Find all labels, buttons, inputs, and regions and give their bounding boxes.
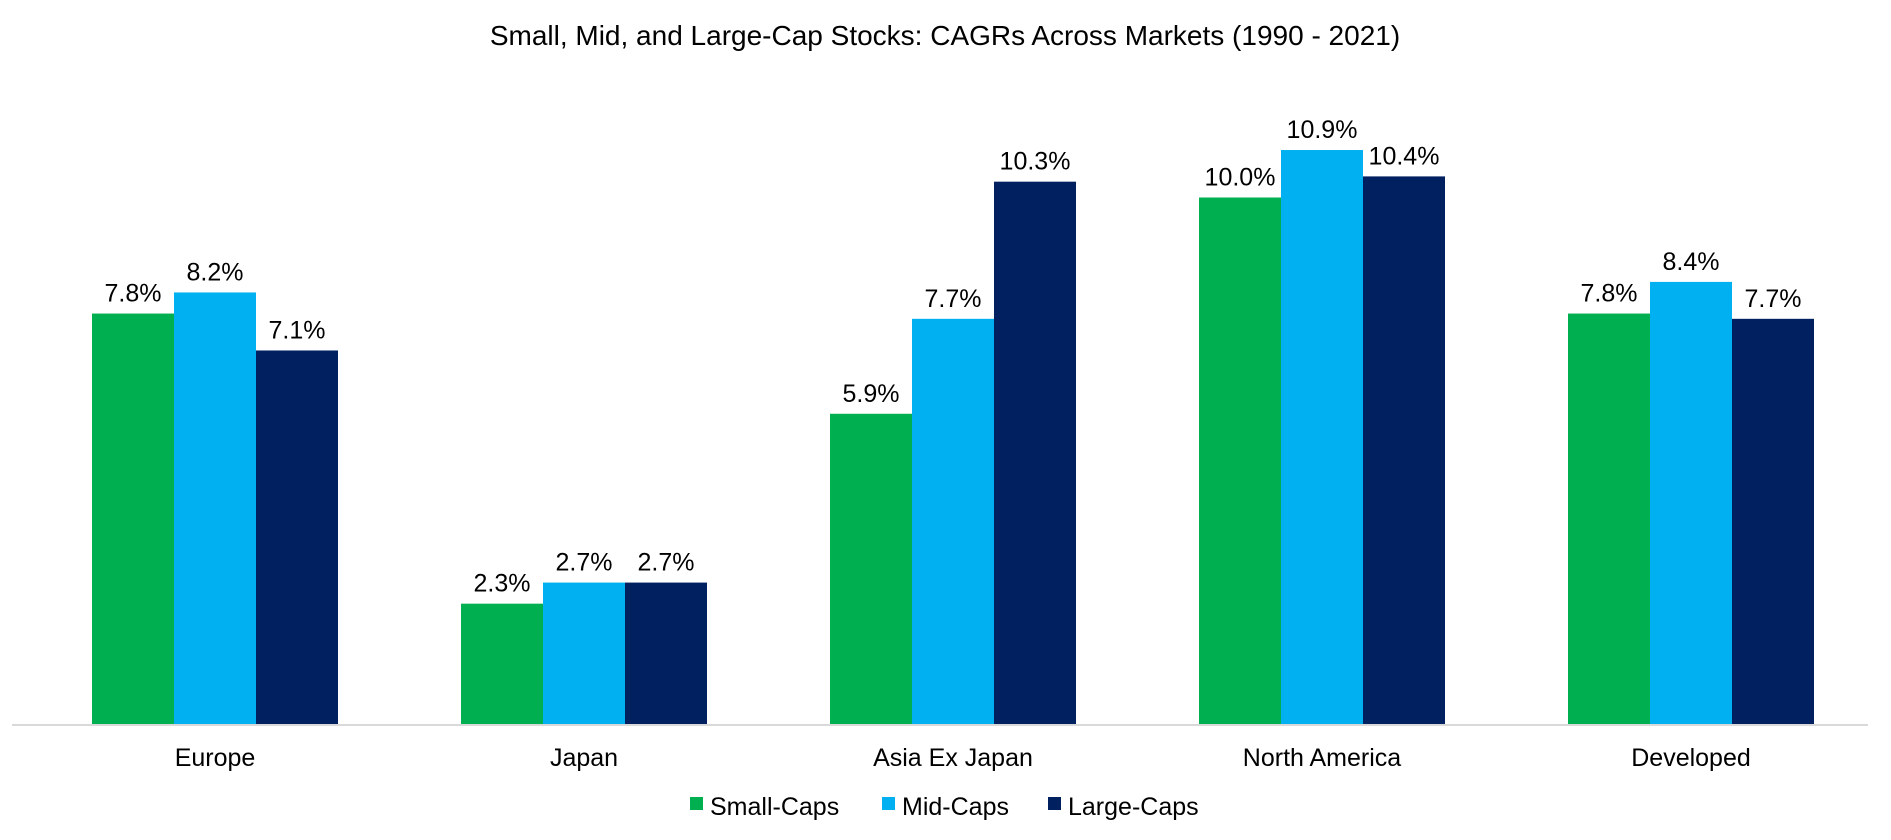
bar-north-america-small-caps [1199,197,1281,725]
bar-japan-mid-caps [543,582,625,725]
data-label-europe-small-caps: 7.8% [105,280,162,308]
data-label-developed-mid-caps: 8.4% [1663,248,1720,276]
bar-asia-ex-japan-mid-caps [912,318,994,725]
legend-label-small-caps: Small-Caps [710,793,839,821]
data-label-asia-ex-japan-mid-caps: 7.7% [925,285,982,313]
bar-europe-mid-caps [174,292,256,725]
legend: Small-Caps Mid-Caps Large-Caps [690,793,1199,821]
data-label-japan-mid-caps: 2.7% [556,549,613,577]
data-label-japan-small-caps: 2.3% [474,570,531,598]
data-label-north-america-large-caps: 10.4% [1369,142,1440,170]
bar-europe-small-caps [92,313,174,725]
data-label-europe-mid-caps: 8.2% [187,258,244,286]
data-labels-group: 7.8% 8.2% 7.1% 2.3% 2.7% 2.7% 5.9% 7.7% 10.3% 10.… [105,116,1802,598]
x-tick-label-asia-ex-japan: Asia Ex Japan [873,744,1033,772]
bar-japan-small-caps [461,603,543,725]
data-label-developed-small-caps: 7.8% [1581,280,1638,308]
x-tick-label-japan: Japan [550,744,618,772]
data-label-north-america-small-caps: 10.0% [1205,164,1276,192]
data-label-asia-ex-japan-large-caps: 10.3% [1000,148,1071,176]
bars-group [92,150,1814,726]
bar-developed-mid-caps [1650,281,1732,725]
legend-swatch-small-caps [690,797,703,810]
bar-developed-small-caps [1568,313,1650,725]
x-tick-label-developed: Developed [1631,744,1751,772]
legend-label-large-caps: Large-Caps [1068,793,1199,821]
bar-europe-large-caps [256,350,338,725]
bar-asia-ex-japan-large-caps [994,181,1076,726]
legend-swatch-mid-caps [882,797,895,810]
data-label-asia-ex-japan-small-caps: 5.9% [843,380,900,408]
x-tick-labels-group: Europe Japan Asia Ex Japan North America Dev… [175,744,1751,772]
data-label-developed-large-caps: 7.7% [1745,285,1802,313]
chart-title: Small, Mid, and Large-Cap Stocks: CAGRs … [490,20,1400,51]
bar-japan-large-caps [625,582,707,725]
bar-north-america-large-caps [1363,176,1445,725]
data-label-north-america-mid-caps: 10.9% [1287,116,1358,144]
bar-asia-ex-japan-small-caps [830,413,912,725]
data-label-japan-large-caps: 2.7% [638,549,695,577]
bar-developed-large-caps [1732,318,1814,725]
x-tick-label-north-america: North America [1243,744,1401,772]
bar-north-america-mid-caps [1281,150,1363,725]
data-label-europe-large-caps: 7.1% [269,316,326,344]
x-tick-label-europe: Europe [175,744,256,772]
legend-label-mid-caps: Mid-Caps [902,793,1009,821]
legend-swatch-large-caps [1048,797,1061,810]
